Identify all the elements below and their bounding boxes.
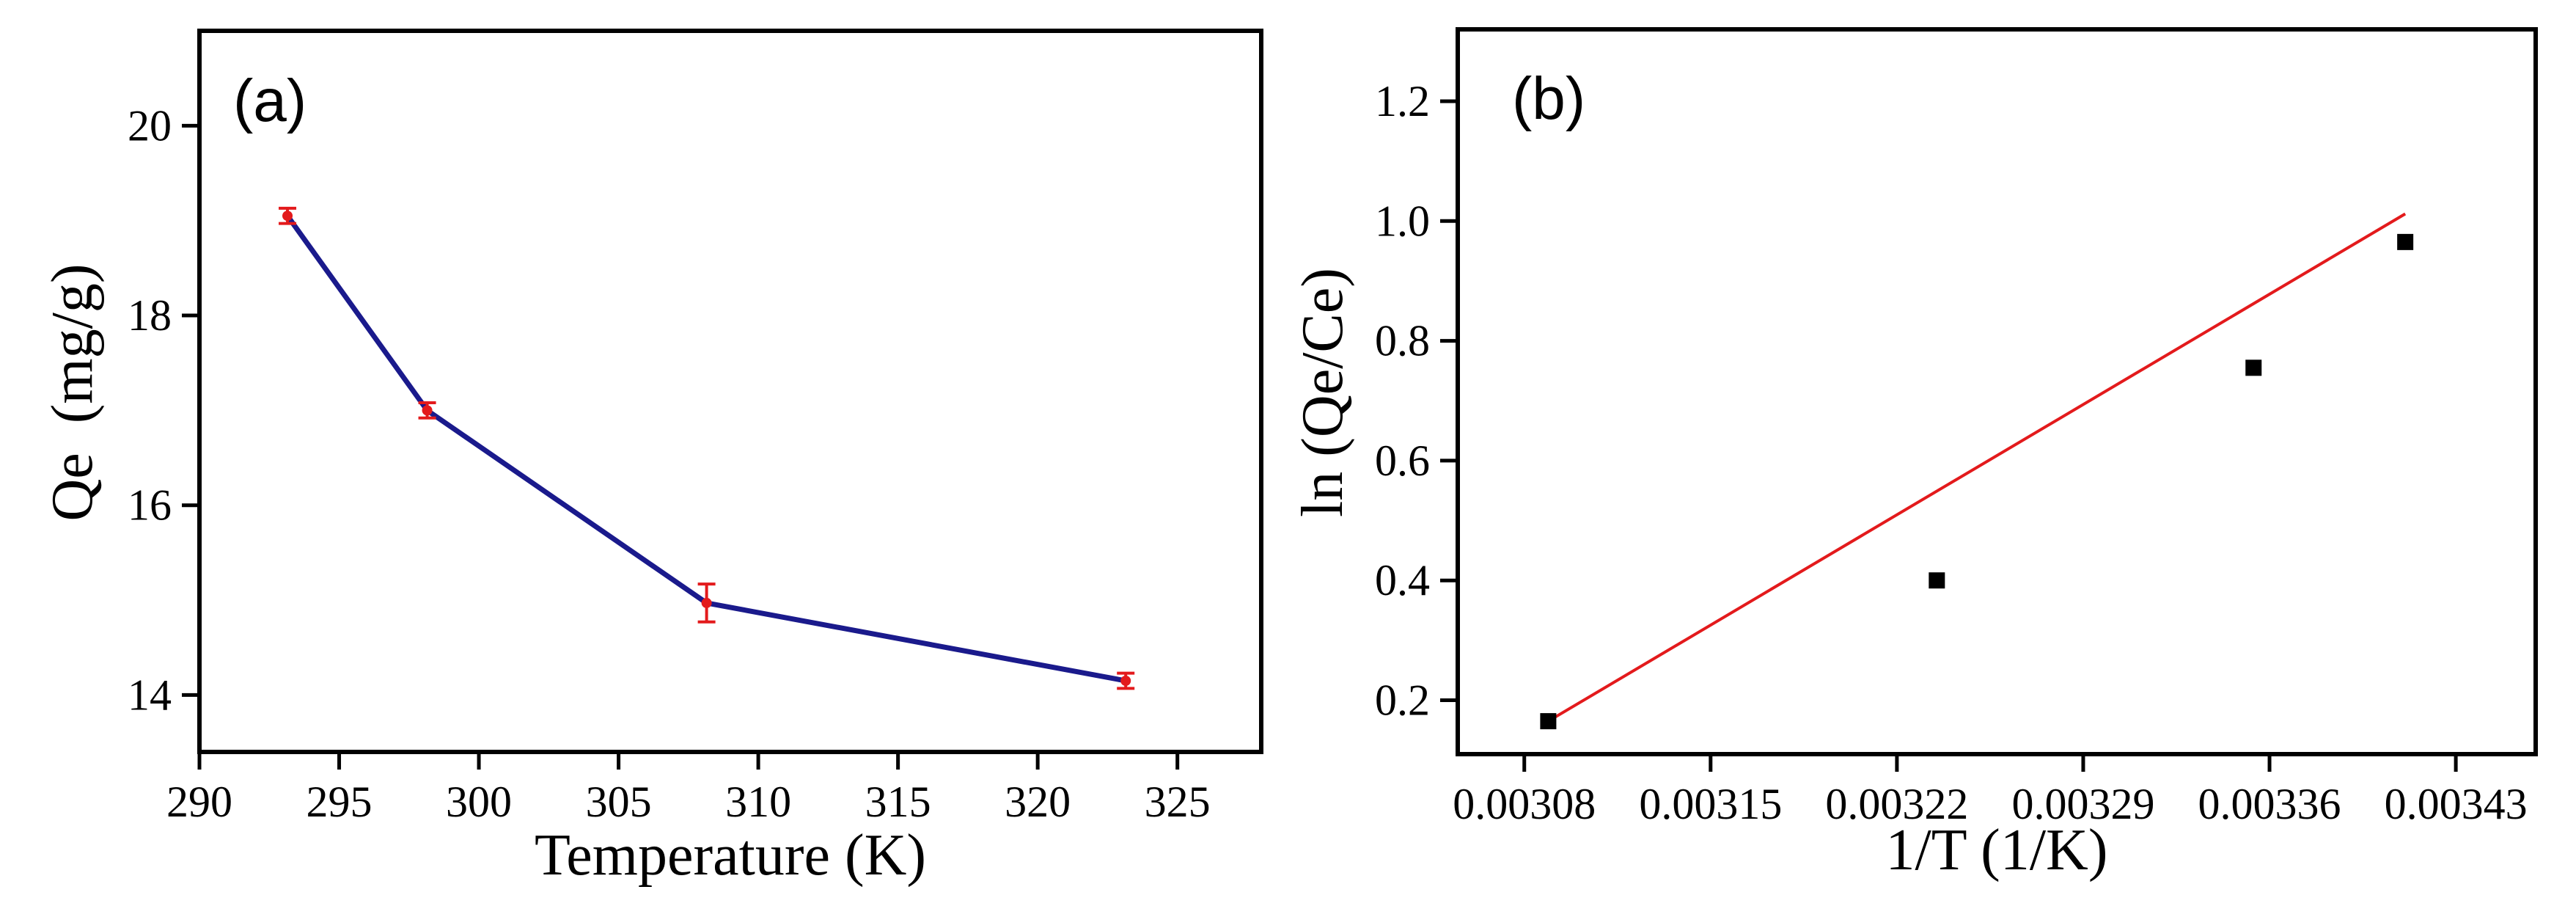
panel-a-x-axis-label: Temperature (K) xyxy=(535,823,926,888)
panel-a-y-ticks: 14 16 18 20 xyxy=(128,101,199,719)
panel-a-plot-frame xyxy=(197,29,1263,754)
panel-a-x-tick-label: 320 xyxy=(1005,778,1071,826)
panel-b-x-tick-label: 0.00336 xyxy=(2198,780,2341,828)
panel-b-x-tick-label: 0.00322 xyxy=(1825,780,1968,828)
panel-b-data-marks xyxy=(1540,212,2414,730)
panel-b-plot-frame xyxy=(1456,27,2538,756)
panel-a-data-point xyxy=(422,405,433,416)
panel-b-y-tick-label: 0.8 xyxy=(1375,317,1430,365)
panel-a-x-tick-label: 295 xyxy=(307,778,373,826)
panel-a-data-point xyxy=(701,597,712,608)
panel-b-y-ticks: 0.2 0.4 0.6 0.8 1.0 1.2 xyxy=(1375,77,1458,725)
panel-b-x-tick-label: 0.00315 xyxy=(1639,780,1782,828)
panel-a-x-tick-label: 290 xyxy=(166,778,232,826)
panel-a-y-axis-label: Qe (mg/g) xyxy=(40,263,105,521)
panel-b-x-tick-label: 0.00308 xyxy=(1453,780,1596,828)
panel-b-y-tick-label: 0.4 xyxy=(1375,556,1430,604)
panel-b-y-tick-label: 1.2 xyxy=(1375,77,1430,125)
panel-a-qe-vs-temperature: (a) 290 295 300 305 310 315 320 325 14 16 18 20 Te… xyxy=(40,29,1263,888)
panel-a-y-tick-label: 14 xyxy=(128,671,172,719)
panel-b-y-tick-label: 0.6 xyxy=(1375,436,1430,485)
panel-a-x-tick-label: 315 xyxy=(865,778,931,826)
panel-b-x-tick-label: 0.00343 xyxy=(2385,780,2528,828)
panel-a-label: (a) xyxy=(233,67,307,134)
panel-b-y-tick-label: 1.0 xyxy=(1375,197,1430,245)
panel-a-y-tick-label: 16 xyxy=(128,481,172,530)
panel-a-data-point xyxy=(1120,675,1131,686)
panel-a-x-ticks: 290 295 300 305 310 315 320 325 xyxy=(166,752,1211,826)
panel-b-x-axis-label: 1/T (1/K) xyxy=(1886,818,2108,883)
panel-a-y-tick-label: 20 xyxy=(128,101,172,150)
panel-a-y-tick-label: 18 xyxy=(128,291,172,340)
panel-b-y-tick-label: 0.2 xyxy=(1375,676,1430,725)
panel-a-data-marks xyxy=(279,206,1135,690)
panel-a-x-tick-label: 310 xyxy=(725,778,791,826)
panel-a-series-line xyxy=(285,214,1126,684)
panel-a-x-tick-label: 300 xyxy=(446,778,512,826)
panel-b-data-point xyxy=(2397,233,2414,250)
panel-b-van-t-hoff-plot: (b) 0.00308 0.00315 0.00322 0.00329 0.00336 0… xyxy=(1291,27,2538,883)
panel-a-x-tick-label: 305 xyxy=(586,778,652,826)
panel-b-data-point xyxy=(1540,713,1557,730)
panel-a-data-point xyxy=(282,211,293,222)
panel-b-y-axis-label: ln (Qe/Ce) xyxy=(1291,268,1355,517)
panel-a-x-tick-label: 325 xyxy=(1145,778,1211,826)
panel-b-data-point xyxy=(2245,359,2262,376)
panel-b-data-point xyxy=(1929,572,1945,589)
panel-b-x-ticks: 0.00308 0.00315 0.00322 0.00329 0.00336 0.003… xyxy=(1453,754,2528,828)
panel-b-x-tick-label: 0.00329 xyxy=(2011,780,2154,828)
panel-b-label: (b) xyxy=(1512,65,1585,132)
panel-b-fit-line xyxy=(1547,212,2407,723)
